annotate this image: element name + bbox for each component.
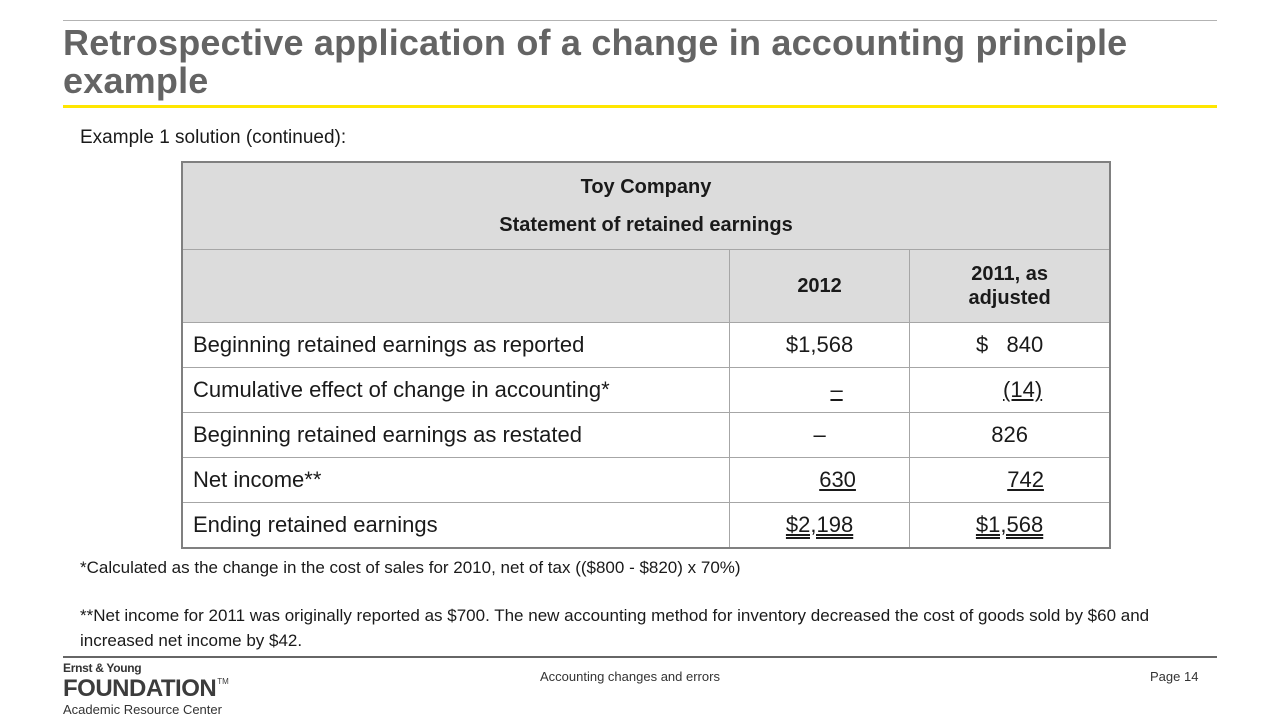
footnote-1: *Calculated as the change in the cost of… (80, 558, 741, 577)
retained-earnings-table: Toy Company Statement of retained earnin… (181, 161, 1111, 549)
table-row: Cumulative effect of change in accountin… (181, 367, 1111, 413)
row-label: Beginning retained earnings as reported (181, 322, 730, 368)
empty-header-cell (181, 249, 730, 323)
value-text: 630 (819, 467, 856, 492)
value-2012: 630 (728, 457, 911, 503)
foundation-logo: Ernst & Young FOUNDATION TM Academic Res… (63, 662, 263, 718)
col-header-2011: 2011, as adjusted (909, 249, 1111, 323)
footnote-2: **Net income for 2011 was originally rep… (80, 606, 1150, 650)
slide-title: Retrospective application of a change in… (63, 22, 1128, 101)
value-text: $2,198 (785, 512, 854, 537)
row-label: Cumulative effect of change in accountin… (181, 367, 730, 413)
table-row: Beginning retained earnings as reported … (181, 322, 1111, 368)
col-header-2012: 2012 (728, 249, 911, 323)
logo-wordmark: FOUNDATION TM (63, 675, 263, 701)
logo-trademark: TM (217, 677, 229, 686)
logo-academic-center: Academic Resource Center (63, 702, 222, 717)
row-label: Net income** (181, 457, 730, 503)
column-header-row: 2012 2011, as adjusted (181, 249, 1111, 323)
slide-subtitle: Example 1 solution (continued): (80, 127, 347, 148)
footer-title: Accounting changes and errors (540, 669, 720, 684)
value-2011: 742 (909, 457, 1111, 503)
row-label: Beginning retained earnings as restated (181, 412, 730, 458)
top-divider (63, 20, 1217, 21)
row-label: Ending retained earnings (181, 502, 730, 549)
company-name: Toy Company (580, 176, 712, 198)
table-header-row: Toy Company Statement of retained earnin… (181, 161, 1111, 250)
value-2011: $1,568 (909, 502, 1111, 549)
logo-foundation-text: FOUNDATION (63, 675, 217, 702)
value-text: 742 (1007, 467, 1044, 492)
table-row: Net income** 630 742 (181, 457, 1111, 503)
page-number: Page 14 (1150, 669, 1199, 684)
statement-name: Statement of retained earnings (499, 214, 793, 236)
table-row: Beginning retained earnings as restated … (181, 412, 1111, 458)
value-2011: (14) (909, 367, 1111, 413)
title-accent-rule (63, 105, 1217, 108)
value-text: (14) (1003, 377, 1043, 402)
value-2012: – (728, 367, 911, 413)
footer-divider (63, 656, 1217, 658)
value-2011: $ 840 (909, 322, 1111, 368)
value-2012: – (728, 412, 911, 458)
value-text: $1,568 (975, 512, 1044, 537)
value-2012: $2,198 (728, 502, 911, 549)
value-2012: $1,568 (728, 322, 911, 368)
logo-ernst-young: Ernst & Young (63, 661, 142, 675)
table-heading-cell: Toy Company Statement of retained earnin… (181, 161, 1111, 250)
value-text: – (830, 377, 843, 402)
value-2011: 826 (909, 412, 1111, 458)
table-row: Ending retained earnings $2,198 $1,568 (181, 502, 1111, 549)
